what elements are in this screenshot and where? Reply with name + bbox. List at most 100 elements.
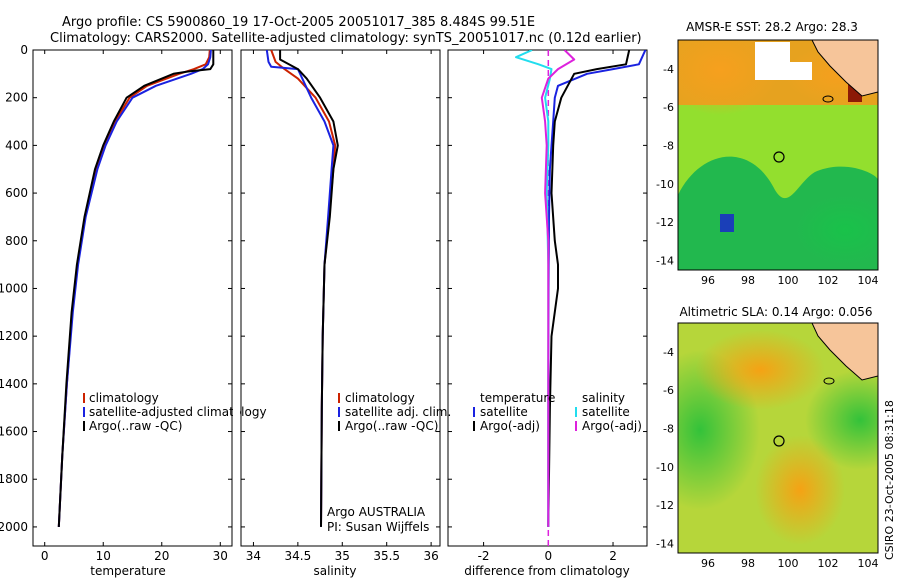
legend-header-temperature: temperature <box>480 391 555 405</box>
series-group-1 <box>265 50 339 527</box>
legend-label-climatology-sal: climatology <box>345 391 415 405</box>
xtick-label: 34 <box>246 549 261 563</box>
sla-land <box>811 323 878 381</box>
profile-series <box>57 50 647 527</box>
map-xtick-label: 104 <box>858 557 879 570</box>
map-xtick-label: 102 <box>818 274 839 287</box>
legend-header-salinity: salinity <box>582 391 625 405</box>
sst-map <box>678 40 878 270</box>
legend-label-satellite: satellite-adjusted climatology <box>89 405 267 419</box>
xtick-label: 35 <box>335 549 350 563</box>
map-xtick-label: 98 <box>741 557 755 570</box>
map-ytick-label: -12 <box>656 499 674 512</box>
header-line1: Argo profile: CS 5900860_19 17-Oct-2005 … <box>62 15 535 30</box>
float-pi: PI: Susan Wijffels <box>327 520 429 534</box>
sst-cloud-mask <box>755 42 790 80</box>
sla-map-frame <box>677 322 879 554</box>
legend-label-temp-satellite: satellite <box>480 405 528 419</box>
sst-map-title: AMSR-E SST: 28.2 Argo: 28.3 <box>686 20 858 34</box>
sla-map-title: Altimetric SLA: 0.14 Argo: 0.056 <box>679 305 872 319</box>
temperature-legend: climatology satellite-adjusted climatolo… <box>83 391 267 433</box>
map-xtick-label: 100 <box>778 274 799 287</box>
legend-label-satellite-sal: satellite adj. clim. <box>345 405 451 419</box>
ytick-label: 1000 <box>0 281 28 295</box>
xtick-label: 0 <box>544 549 552 563</box>
series-group-2 <box>515 50 647 527</box>
xtick-label: -2 <box>478 549 490 563</box>
ytick-label: 0 <box>20 43 28 57</box>
xtick-label: 30 <box>213 549 228 563</box>
map-xtick-label: 96 <box>701 274 715 287</box>
sst-cold-spot <box>720 214 734 232</box>
header-line2: Climatology: CARS2000. Satellite-adjuste… <box>50 31 642 46</box>
ytick-label: 2000 <box>0 520 28 534</box>
csiro-stamp: CSIRO 23-Oct-2005 08:31:18 <box>883 400 896 560</box>
map-ytick-label: -4 <box>663 346 674 359</box>
legend-label-sal-argo: Argo(-adj) <box>582 419 642 433</box>
map-ytick-label: -8 <box>663 139 674 152</box>
xtick-label: 2 <box>609 549 617 563</box>
difference-legend: temperature salinity satellite Argo(-adj… <box>473 391 642 433</box>
map-ytick-label: -6 <box>663 101 674 114</box>
legend-label-climatology: climatology <box>89 391 159 405</box>
sla-orange-south <box>755 435 845 545</box>
ytick-label: 1400 <box>0 377 28 391</box>
sla-orange-north <box>695 330 825 410</box>
legend-label-argo: Argo(..raw -QC) <box>89 419 182 433</box>
ytick-label: 1200 <box>0 329 28 343</box>
sst-contour <box>822 95 834 103</box>
ytick-label: 1600 <box>0 425 28 439</box>
series-salinity-argo-adj <box>540 50 576 527</box>
sst-cloud-mask-2 <box>790 62 812 80</box>
series-temperature-argo-adj <box>547 50 631 527</box>
salinity-panel <box>240 49 441 547</box>
map-ytick-label: -10 <box>656 461 674 474</box>
series-argo-raw-qc <box>57 50 215 527</box>
map-ytick-label: -14 <box>656 537 674 550</box>
axis-ticks: 0 10 20 30020040060080010001200140016001800… <box>0 43 879 570</box>
ytick-label: 200 <box>5 91 28 105</box>
legend-label-sal-satellite: satellite <box>582 405 630 419</box>
map-ytick-label: -8 <box>663 422 674 435</box>
ytick-label: 800 <box>5 234 28 248</box>
ytick-label: 600 <box>5 186 28 200</box>
xtick-label: 20 <box>154 549 169 563</box>
salinity-xlabel: salinity <box>313 564 356 578</box>
xtick-label: 0 <box>41 549 49 563</box>
argo-marker-sst <box>773 151 785 163</box>
map-xtick-label: 102 <box>818 557 839 570</box>
map-xtick-label: 100 <box>778 557 799 570</box>
map-ytick-label: -6 <box>663 384 674 397</box>
map-xtick-label: 104 <box>858 274 879 287</box>
sst-map-frame <box>677 39 879 271</box>
argo-marker-sla <box>773 435 785 447</box>
map-ytick-label: -10 <box>656 178 674 191</box>
map-xtick-label: 98 <box>741 274 755 287</box>
map-ytick-label: -4 <box>663 63 674 76</box>
xtick-label: 10 <box>96 549 111 563</box>
xtick-label: 35.5 <box>373 549 400 563</box>
sst-cool-core <box>795 195 878 265</box>
legend-overflow-mask <box>233 390 240 435</box>
sst-warm-blob <box>678 40 780 115</box>
xtick-label: 34.5 <box>284 549 311 563</box>
difference-xlabel: difference from climatology <box>464 564 630 578</box>
series-argo-raw-qc <box>279 50 339 527</box>
map-xtick-label: 96 <box>701 557 715 570</box>
xtick-label: 36 <box>423 549 438 563</box>
temperature-panel <box>32 49 233 547</box>
float-owner: Argo AUSTRALIA <box>327 505 426 519</box>
legend-label-temp-argo: Argo(-adj) <box>480 419 540 433</box>
ytick-label: 400 <box>5 138 28 152</box>
map-ytick-label: -14 <box>656 254 674 267</box>
sla-contour <box>823 377 835 385</box>
sst-land <box>811 40 878 97</box>
sla-map <box>678 323 878 553</box>
legend-label-argo-sal: Argo(..raw -QC) <box>345 419 438 433</box>
salinity-legend: climatology satellite adj. clim. Argo(..… <box>338 391 451 433</box>
series-group-0 <box>57 50 215 527</box>
ytick-label: 1800 <box>0 472 28 486</box>
temperature-xlabel: temperature <box>90 564 165 578</box>
map-ytick-label: -12 <box>656 216 674 229</box>
